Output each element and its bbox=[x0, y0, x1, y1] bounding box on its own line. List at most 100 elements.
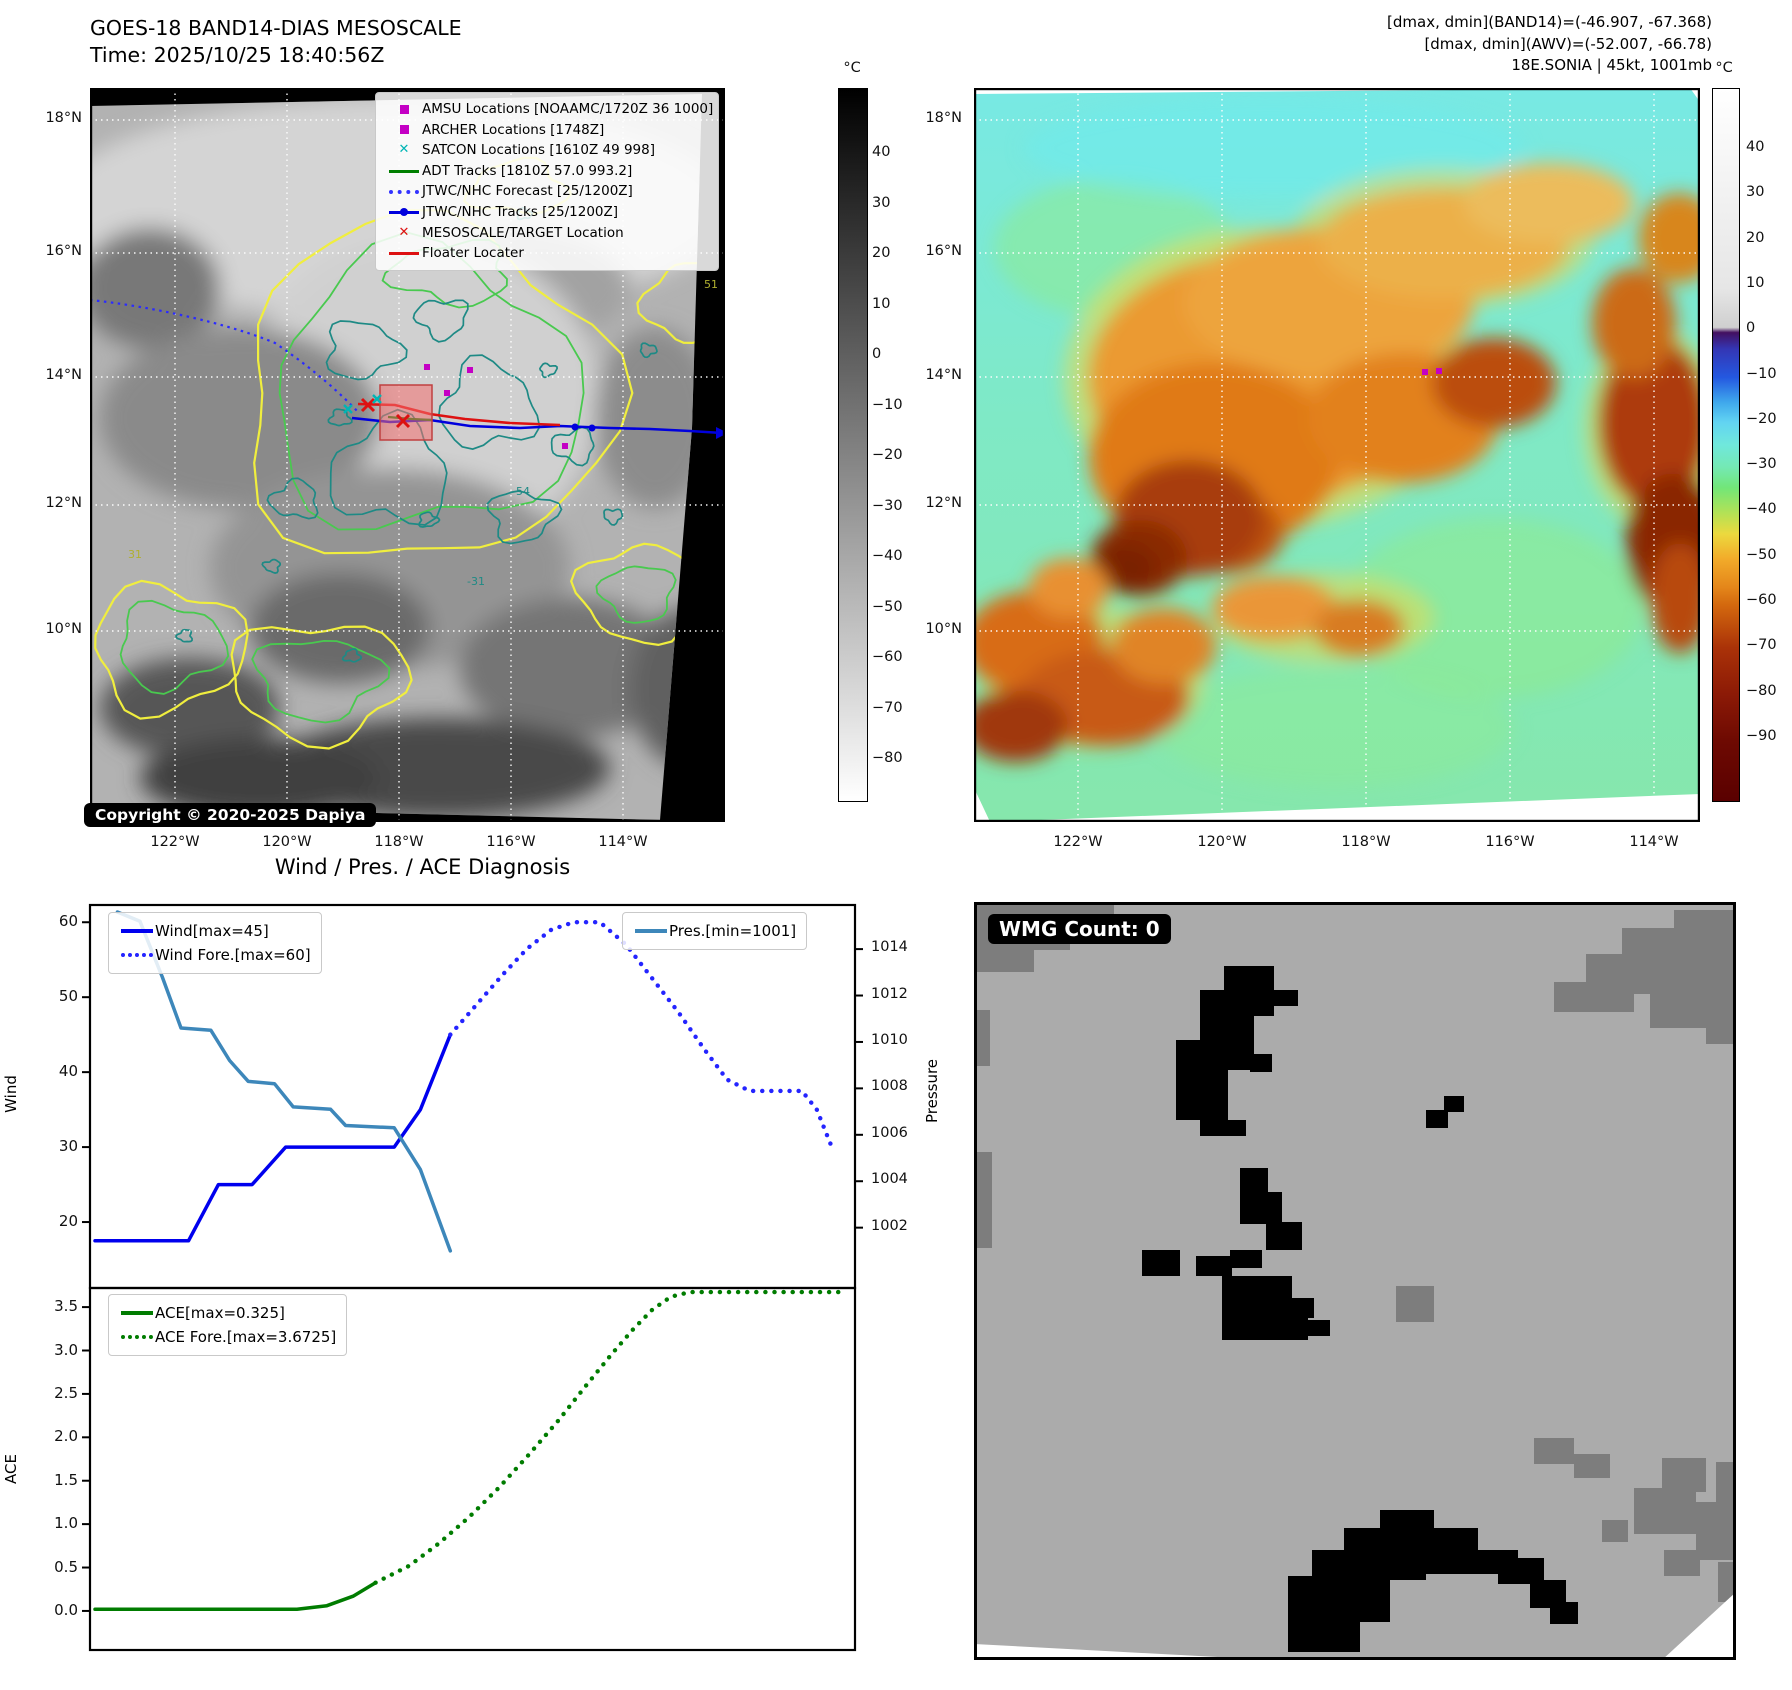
chart-ytick: 0.5 bbox=[54, 1557, 78, 1576]
amsu-square-markers bbox=[1422, 368, 1442, 375]
wind-legend: Wind[max=45] Wind Fore.[max=60] bbox=[108, 912, 322, 974]
band14-lat-tick: 16°N bbox=[45, 243, 82, 259]
band14-colorbar-tick: 40 bbox=[872, 144, 891, 160]
legend-item: AMSU Locations [NOAAMC/1720Z 36 1000] bbox=[386, 99, 713, 120]
wmg-mask-panel bbox=[974, 902, 1736, 1660]
storm-tracks bbox=[90, 298, 725, 449]
awv-lat-tick: 18°N bbox=[925, 110, 962, 126]
target-x-markers bbox=[360, 397, 411, 429]
awv-satellite-map bbox=[974, 88, 1700, 822]
band14-lon-tick: 116°W bbox=[486, 834, 536, 850]
series-ACE Fore.[max=3.6725] bbox=[373, 1289, 846, 1585]
chart-y2tick: 1014 bbox=[871, 939, 908, 956]
legend-marker-x: ✕ bbox=[398, 142, 410, 158]
awv-lat-tick: 12°N bbox=[925, 495, 962, 511]
legend-item: Floater Locater bbox=[386, 243, 708, 264]
band14-map-legend: AMSU Locations [NOAAMC/1720Z 36 1000] ARC… bbox=[375, 92, 719, 271]
chart-ytick: 30 bbox=[58, 1137, 78, 1156]
band14-colorbar-tick: −10 bbox=[872, 396, 903, 413]
chart-y2tick: 1010 bbox=[871, 1031, 908, 1048]
awv-colorbar-tick: −80 bbox=[1746, 682, 1777, 699]
legend-label: ACE[max=0.325] bbox=[155, 1304, 285, 1322]
legend-marker-solid bbox=[119, 929, 155, 933]
overshooting-top-black-blobs bbox=[1142, 966, 1578, 1652]
legend-label: ADT Tracks [1810Z 57.0 993.2] bbox=[422, 162, 633, 179]
legend-item: Wind[max=45] bbox=[119, 919, 311, 943]
chart-ytick: 3.0 bbox=[54, 1340, 78, 1359]
cold-cloud-gray-blobs bbox=[974, 902, 1736, 1602]
chart-ytick: 40 bbox=[58, 1062, 78, 1081]
legend-item: ✕ SATCON Locations [1610Z 49 998] bbox=[386, 140, 708, 161]
band14-lon-tick: 118°W bbox=[374, 834, 424, 850]
ace-legend: ACE[max=0.325] ACE Fore.[max=3.6725] bbox=[108, 1294, 348, 1356]
legend-item: ARCHER Locations [1748Z] bbox=[386, 120, 708, 141]
awv-colorbar-tick: 20 bbox=[1746, 229, 1765, 246]
contour-value-labels: -54 31 -31 51 bbox=[128, 278, 718, 588]
contour-label: -54 bbox=[512, 485, 530, 498]
legend-label: ARCHER Locations [1748Z] bbox=[422, 121, 605, 138]
chart-ytick: 50 bbox=[58, 987, 78, 1006]
wind-pres-ace-charts bbox=[82, 903, 863, 1652]
awv-lon-tick: 120°W bbox=[1197, 834, 1247, 850]
awv-header: [dmax, dmin](BAND14)=(-46.907, -67.368) … bbox=[1000, 12, 1712, 77]
series-ACE[max=0.325] bbox=[93, 1580, 378, 1611]
awv-colorbar bbox=[1712, 88, 1740, 802]
chart-y2tick: 1004 bbox=[871, 1171, 908, 1188]
mesoscale-target-box bbox=[379, 384, 433, 441]
legend-marker-line bbox=[386, 169, 422, 173]
legend-marker-x: ✕ bbox=[398, 224, 410, 240]
contour-label: -31 bbox=[467, 575, 485, 588]
band14-colorbar-tick: −20 bbox=[872, 447, 903, 463]
wind-axis-label: Wind bbox=[1, 1075, 20, 1113]
band14-lat-tick: 18°N bbox=[45, 110, 82, 126]
legend-label: Wind[max=45] bbox=[155, 922, 269, 940]
temperature-contours bbox=[94, 156, 702, 750]
band14-lon-tick: 114°W bbox=[598, 834, 648, 850]
awv-colorbar-tick: −50 bbox=[1746, 546, 1777, 563]
legend-item: ACE Fore.[max=3.6725] bbox=[119, 1325, 336, 1349]
chart-ytick: 20 bbox=[58, 1212, 78, 1231]
awv-lat-tick: 14°N bbox=[925, 367, 962, 383]
dmax-dmin-band14: [dmax, dmin](BAND14)=(-46.907, -67.368) bbox=[1387, 13, 1712, 31]
contour-label: 51 bbox=[704, 278, 718, 291]
diagnosis-title: Wind / Pres. / ACE Diagnosis bbox=[274, 855, 571, 879]
band14-colorbar-tick: 10 bbox=[872, 295, 891, 312]
awv-lat-tick: 16°N bbox=[925, 243, 962, 259]
contour-label: 31 bbox=[128, 548, 142, 561]
chart-ytick: 60 bbox=[58, 912, 78, 931]
legend-marker-solid bbox=[633, 929, 669, 933]
band14-title: GOES-18 BAND14-DIAS MESOSCALE bbox=[90, 16, 462, 40]
chart-y2tick: 1008 bbox=[871, 1078, 908, 1095]
band14-colorbar-tick: −50 bbox=[872, 598, 903, 615]
chart-y2tick: 1006 bbox=[871, 1124, 908, 1141]
band14-lat-tick: 14°N bbox=[45, 367, 82, 383]
wmg-count-badge: WMG Count: 0 bbox=[988, 914, 1171, 944]
chart-ytick: 0.0 bbox=[54, 1600, 78, 1619]
awv-colorbar-tick: −70 bbox=[1746, 637, 1777, 654]
legend-label: Floater Locater bbox=[422, 245, 524, 262]
legend-label: Pres.[min=1001] bbox=[669, 922, 797, 940]
awv-colorbar-tick: −20 bbox=[1746, 410, 1777, 427]
band14-colorbar-tick: −70 bbox=[872, 699, 903, 716]
storm-id-intensity: 18E.SONIA | 45kt, 1001mb bbox=[1511, 56, 1712, 74]
awv-colorbar-tick: −90 bbox=[1746, 727, 1777, 744]
band14-lon-tick: 122°W bbox=[150, 834, 200, 850]
latlon-grid bbox=[974, 88, 1700, 822]
band14-colorbar-tick: 30 bbox=[872, 194, 891, 211]
awv-colorbar-tick: −60 bbox=[1746, 592, 1777, 608]
legend-label: JTWC/NHC Forecast [25/1200Z] bbox=[422, 183, 633, 200]
copyright-badge: Copyright © 2020-2025 Dapiya bbox=[84, 803, 377, 827]
chart-ytick: 3.5 bbox=[54, 1297, 78, 1316]
chart-ytick: 1.5 bbox=[54, 1470, 78, 1489]
chart-y2tick: 1002 bbox=[871, 1217, 908, 1234]
band14-lat-tick: 12°N bbox=[45, 495, 82, 511]
band14-colorbar-tick: 20 bbox=[872, 245, 891, 261]
band14-lat-tick: 10°N bbox=[45, 621, 82, 637]
legend-label: JTWC/NHC Tracks [25/1200Z] bbox=[422, 203, 619, 220]
band14-time: Time: 2025/10/25 18:40:56Z bbox=[90, 43, 385, 67]
band14-lon-tick: 120°W bbox=[262, 834, 312, 850]
amsu-square-markers bbox=[424, 364, 568, 449]
awv-colorbar-tick: 10 bbox=[1746, 274, 1765, 291]
awv-lon-tick: 114°W bbox=[1629, 834, 1679, 850]
awv-colorbar-tick: 40 bbox=[1746, 139, 1765, 155]
